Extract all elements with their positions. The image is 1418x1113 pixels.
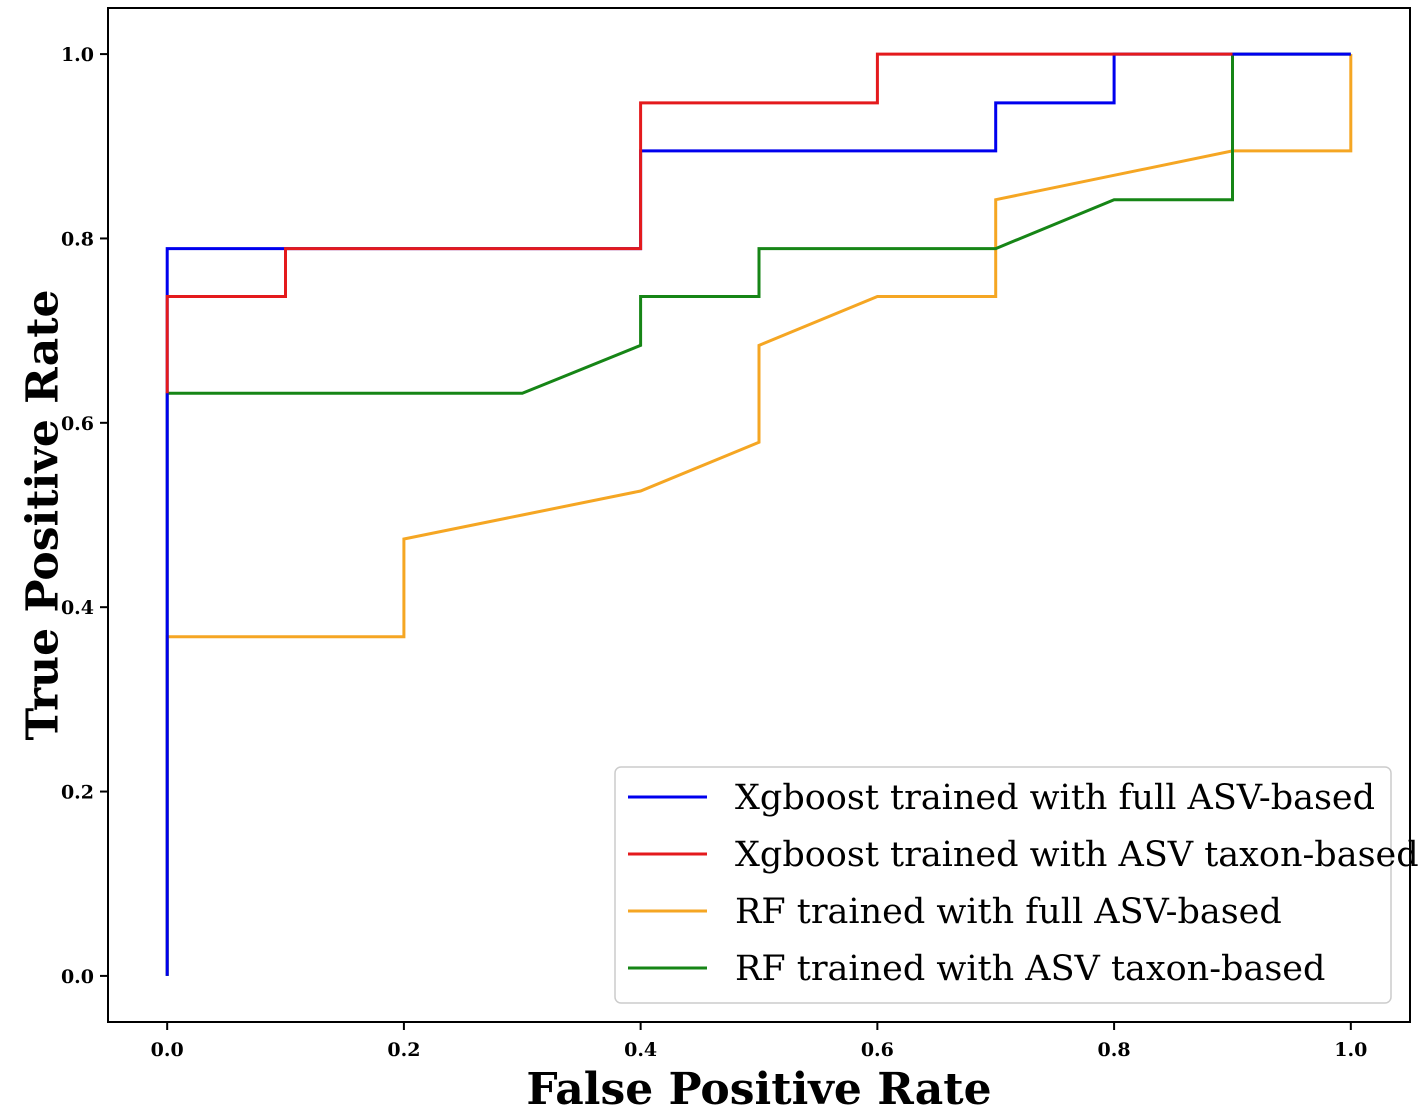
- x-axis-ticks: 0.0 0.2 0.4 0.6 0.8 1.0: [151, 1022, 1367, 1061]
- y-tick-label: 0.4: [61, 597, 94, 619]
- y-tick-label: 0.6: [61, 413, 94, 435]
- roc-series-2-line: [165, 52, 1233, 394]
- x-tick-label: 0.2: [387, 1039, 420, 1061]
- x-tick-label: 0.8: [1098, 1039, 1131, 1061]
- plot-frame: [107, 7, 1411, 1023]
- roc-series-3-line: [165, 54, 1353, 976]
- y-axis-ticks: 0.0 0.2 0.4 0.6 0.8 1.0: [61, 44, 108, 988]
- roc-series-4-line: [165, 52, 1351, 976]
- x-axis-title: False Positive Rate: [526, 1064, 991, 1113]
- legend-label: RF trained with full ASV-based: [735, 892, 1282, 932]
- legend-entries: Xgboost trained with full ASV-based Xgboo…: [628, 778, 1418, 989]
- y-tick-label: 0.8: [61, 228, 94, 250]
- legend-label: RF trained with ASV taxon-based: [735, 949, 1325, 989]
- y-tick-label: 1.0: [61, 44, 94, 66]
- x-tick-label: 0.6: [861, 1039, 894, 1061]
- x-tick-label: 0.4: [624, 1039, 657, 1061]
- legend-label: Xgboost trained with full ASV-based: [735, 778, 1375, 818]
- legend-label: Xgboost trained with ASV taxon-based: [735, 835, 1418, 875]
- x-tick-label: 0.0: [151, 1039, 184, 1061]
- y-tick-label: 0.2: [61, 782, 94, 804]
- legend: Xgboost trained with full ASV-based Xgboo…: [614, 766, 1418, 1004]
- series-layer: [165, 52, 1353, 976]
- x-tick-label: 1.0: [1334, 1039, 1367, 1061]
- y-axis-title: True Positive Rate: [17, 289, 68, 740]
- y-tick-label: 0.0: [61, 966, 94, 988]
- roc-series-1-line: [165, 52, 1351, 976]
- legend-box: [614, 766, 1392, 1004]
